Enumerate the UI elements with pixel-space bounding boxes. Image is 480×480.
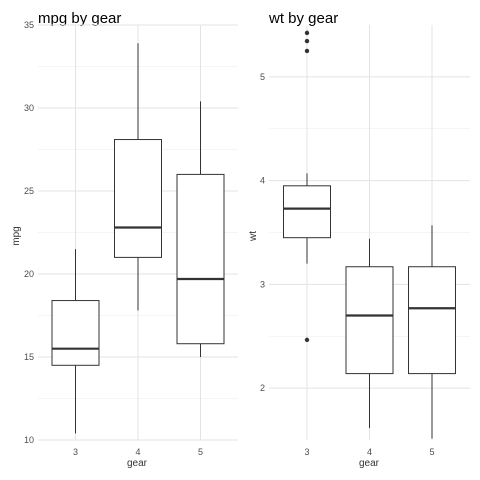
- wt-x-tick-label: 3: [304, 447, 309, 457]
- mpg-x-tick-label: 3: [73, 447, 78, 457]
- wt-panel-title: wt by gear: [268, 10, 338, 27]
- mpg-panel-title: mpg by gear: [38, 10, 121, 27]
- wt-outlier-point: [304, 337, 310, 343]
- mpg-x-tick-label: 5: [198, 447, 203, 457]
- mpg-y-tick-label: 25: [24, 186, 34, 196]
- wt-outlier-point: [304, 38, 310, 44]
- wt-x-axis-label: gear: [359, 458, 380, 469]
- mpg-iqr-box: [176, 173, 225, 345]
- wt-box-gear-5: [408, 225, 456, 439]
- mpg-y-tick-label: 20: [24, 269, 34, 279]
- wt-iqr-box: [283, 185, 331, 239]
- wt-iqr-box: [408, 266, 456, 375]
- mpg-by-gear-panel: mpg by gear gear mpg 10 15 20 25 30 35 3 4 5: [11, 10, 238, 469]
- wt-outlier-point: [304, 48, 310, 54]
- mpg-y-tick-label: 30: [24, 103, 34, 113]
- wt-box-gear-4: [345, 238, 394, 429]
- wt-x-tick-label: 5: [429, 447, 434, 457]
- wt-x-tick-label: 4: [367, 447, 372, 457]
- wt-y-tick-label: 2: [260, 383, 265, 393]
- mpg-box-gear-4: [114, 43, 162, 311]
- mpg-y-tick-label: 35: [24, 20, 34, 30]
- wt-y-axis-label: wt: [248, 231, 259, 242]
- mpg-iqr-box: [51, 300, 100, 366]
- wt-y-tick-label: 4: [260, 176, 265, 186]
- wt-y-tick-label: 5: [260, 72, 265, 82]
- mpg-y-tick-label: 10: [24, 435, 34, 445]
- wt-box-gear-3: [283, 30, 331, 343]
- wt-by-gear-panel: wt by gear gear wt 2 3 4 5 3 4 5: [248, 10, 470, 469]
- mpg-x-axis-label: gear: [127, 458, 148, 469]
- mpg-iqr-box: [114, 139, 162, 258]
- mpg-y-axis-label: mpg: [11, 226, 22, 245]
- mpg-x-tick-label: 4: [135, 447, 140, 457]
- mpg-box-gear-5: [176, 101, 225, 357]
- wt-iqr-box: [345, 266, 394, 375]
- wt-y-tick-label: 3: [260, 279, 265, 289]
- mpg-y-tick-label: 15: [24, 352, 34, 362]
- mpg-box-gear-3: [51, 249, 100, 434]
- wt-outlier-point: [304, 30, 310, 36]
